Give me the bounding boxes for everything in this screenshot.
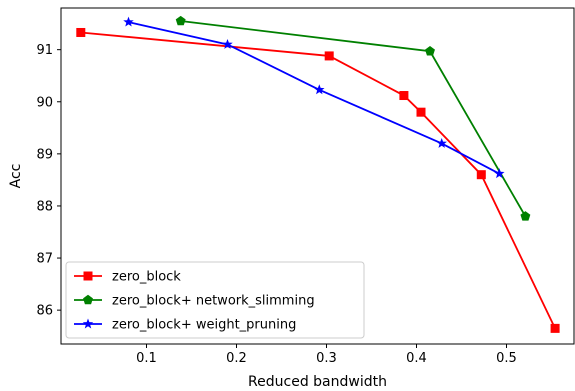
x-tick-label: 0.4 bbox=[406, 351, 427, 366]
x-tick-label: 0.2 bbox=[226, 351, 247, 366]
data-point bbox=[175, 15, 186, 26]
x-tick-label: 0.1 bbox=[136, 351, 157, 366]
legend-label: zero_block+ weight_pruning bbox=[112, 318, 296, 333]
series-line bbox=[128, 21, 500, 175]
legend: zero_block zero_block+ network_slimmingze… bbox=[65, 261, 365, 339]
data-point bbox=[123, 16, 134, 27]
plot-frame bbox=[60, 7, 575, 345]
data-point bbox=[494, 168, 505, 179]
legend-marker bbox=[82, 318, 94, 329]
y-tick-label: 86 bbox=[36, 304, 53, 319]
data-point bbox=[222, 38, 233, 49]
data-point bbox=[324, 51, 334, 61]
data-point bbox=[399, 91, 409, 101]
x-tick-label: 0.5 bbox=[496, 351, 517, 366]
legend-label: zero_block bbox=[112, 270, 181, 285]
x-axis-label: Reduced bandwidth bbox=[248, 374, 387, 390]
legend-marker bbox=[83, 271, 93, 281]
y-tick-label: 87 bbox=[36, 252, 53, 267]
data-point bbox=[550, 323, 560, 333]
legend-item: zero_block+ network_slimming bbox=[74, 294, 315, 309]
data-point bbox=[436, 137, 447, 148]
legend-label: zero_block+ network_slimming bbox=[112, 294, 315, 309]
legend-marker bbox=[83, 294, 93, 305]
data-point bbox=[76, 27, 86, 37]
data-point bbox=[416, 107, 426, 117]
legend-item: zero_block+ weight_pruning bbox=[74, 318, 296, 333]
y-tick-label: 90 bbox=[36, 95, 53, 110]
legend-item: zero_block bbox=[74, 270, 181, 285]
x-tick-label: 0.3 bbox=[316, 351, 337, 366]
y-tick-label: 88 bbox=[36, 199, 53, 214]
y-axis-label: Acc bbox=[8, 164, 24, 189]
legend-box bbox=[65, 261, 365, 339]
data-point bbox=[314, 84, 325, 95]
ticks-layer: 0.1 0.2 0.3 0.4 0.5 86 87 88 89 90 91 bbox=[36, 43, 516, 366]
data-point bbox=[425, 46, 435, 56]
series-0 bbox=[76, 27, 560, 333]
y-tick-label: 89 bbox=[36, 147, 53, 162]
series-layer bbox=[76, 15, 560, 333]
series-1 bbox=[175, 15, 531, 221]
y-tick-label: 91 bbox=[36, 43, 53, 58]
data-point bbox=[520, 211, 531, 221]
series-line bbox=[80, 31, 556, 329]
series-line bbox=[180, 20, 527, 217]
series-2 bbox=[123, 16, 505, 179]
data-point bbox=[476, 170, 486, 180]
